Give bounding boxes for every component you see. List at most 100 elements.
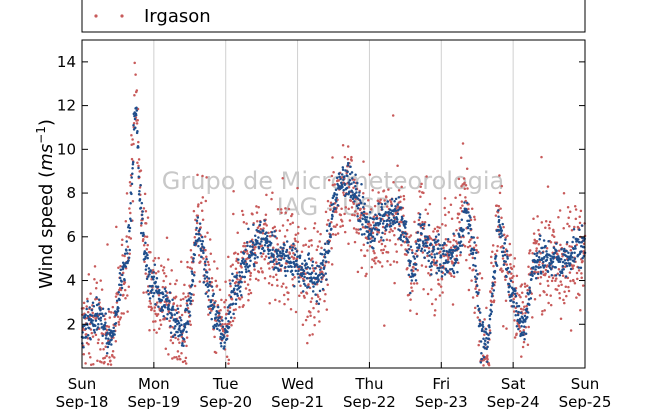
- point: [430, 260, 434, 264]
- point: [133, 94, 136, 97]
- point: [293, 253, 297, 257]
- point: [273, 230, 276, 233]
- point: [456, 270, 459, 274]
- point: [522, 340, 526, 344]
- point: [261, 252, 265, 255]
- point: [415, 312, 419, 316]
- point: [308, 333, 311, 337]
- point: [451, 251, 454, 254]
- point: [301, 323, 305, 326]
- point: [225, 355, 229, 358]
- point: [247, 298, 250, 302]
- point: [118, 318, 122, 321]
- y-tick-label-10: 10: [57, 140, 76, 158]
- point: [382, 248, 385, 251]
- point: [223, 306, 226, 309]
- point: [135, 89, 139, 92]
- point: [371, 188, 374, 192]
- x-axis: SunSep-18MonSep-19TueSep-20WedSep-21ThuS…: [56, 362, 611, 409]
- point: [487, 324, 491, 327]
- point: [283, 302, 286, 306]
- point: [518, 329, 522, 333]
- point: [373, 237, 377, 241]
- legend-marker-irgason: [94, 14, 124, 18]
- point: [186, 260, 189, 264]
- point: [243, 280, 247, 284]
- point: [173, 327, 176, 330]
- point: [412, 255, 415, 258]
- point: [162, 295, 165, 299]
- point: [581, 256, 584, 260]
- point: [429, 237, 433, 240]
- point: [227, 319, 230, 323]
- point: [455, 254, 459, 258]
- point: [311, 257, 314, 260]
- point: [415, 282, 419, 285]
- point: [132, 124, 135, 127]
- point: [474, 287, 477, 291]
- point: [391, 114, 395, 117]
- point: [514, 289, 517, 293]
- point: [164, 275, 168, 278]
- point: [236, 252, 240, 256]
- point: [382, 239, 385, 242]
- point: [106, 331, 109, 334]
- point: [439, 256, 443, 259]
- point: [153, 309, 156, 313]
- point: [193, 271, 196, 274]
- point: [108, 340, 111, 344]
- point: [549, 254, 552, 258]
- point: [251, 243, 255, 247]
- point: [544, 272, 547, 275]
- point: [203, 260, 207, 263]
- grid-lines: [153, 40, 514, 368]
- point: [365, 272, 368, 276]
- point: [316, 245, 320, 248]
- point: [224, 322, 227, 326]
- point: [158, 319, 162, 322]
- point: [287, 207, 291, 211]
- point: [397, 196, 401, 199]
- point: [171, 298, 174, 302]
- point: [120, 280, 123, 283]
- point: [119, 288, 123, 292]
- point: [253, 234, 257, 237]
- point: [129, 237, 133, 240]
- point: [408, 235, 411, 239]
- point: [140, 213, 144, 217]
- point: [449, 246, 453, 249]
- point: [164, 347, 168, 350]
- point: [561, 274, 565, 277]
- point: [450, 274, 453, 278]
- point: [386, 218, 389, 222]
- point: [504, 260, 507, 263]
- point: [242, 262, 246, 266]
- point: [314, 293, 317, 296]
- point: [205, 279, 209, 283]
- point: [558, 260, 562, 264]
- point: [121, 271, 125, 275]
- point: [295, 259, 298, 262]
- point: [438, 266, 441, 270]
- point: [315, 248, 319, 252]
- point: [96, 341, 100, 345]
- point: [435, 261, 438, 264]
- point: [371, 231, 375, 235]
- point: [221, 319, 224, 322]
- point: [409, 298, 412, 301]
- point: [216, 305, 220, 309]
- point: [562, 192, 566, 195]
- point: [135, 109, 139, 112]
- point: [467, 211, 470, 214]
- point: [272, 253, 275, 256]
- point: [430, 288, 433, 291]
- point: [492, 289, 496, 292]
- x-tick-day-1: Mon: [138, 375, 170, 393]
- point: [265, 193, 268, 197]
- point: [476, 236, 479, 239]
- point: [502, 250, 505, 253]
- point: [437, 269, 441, 272]
- point: [549, 259, 553, 262]
- point: [218, 320, 221, 323]
- point: [103, 360, 106, 364]
